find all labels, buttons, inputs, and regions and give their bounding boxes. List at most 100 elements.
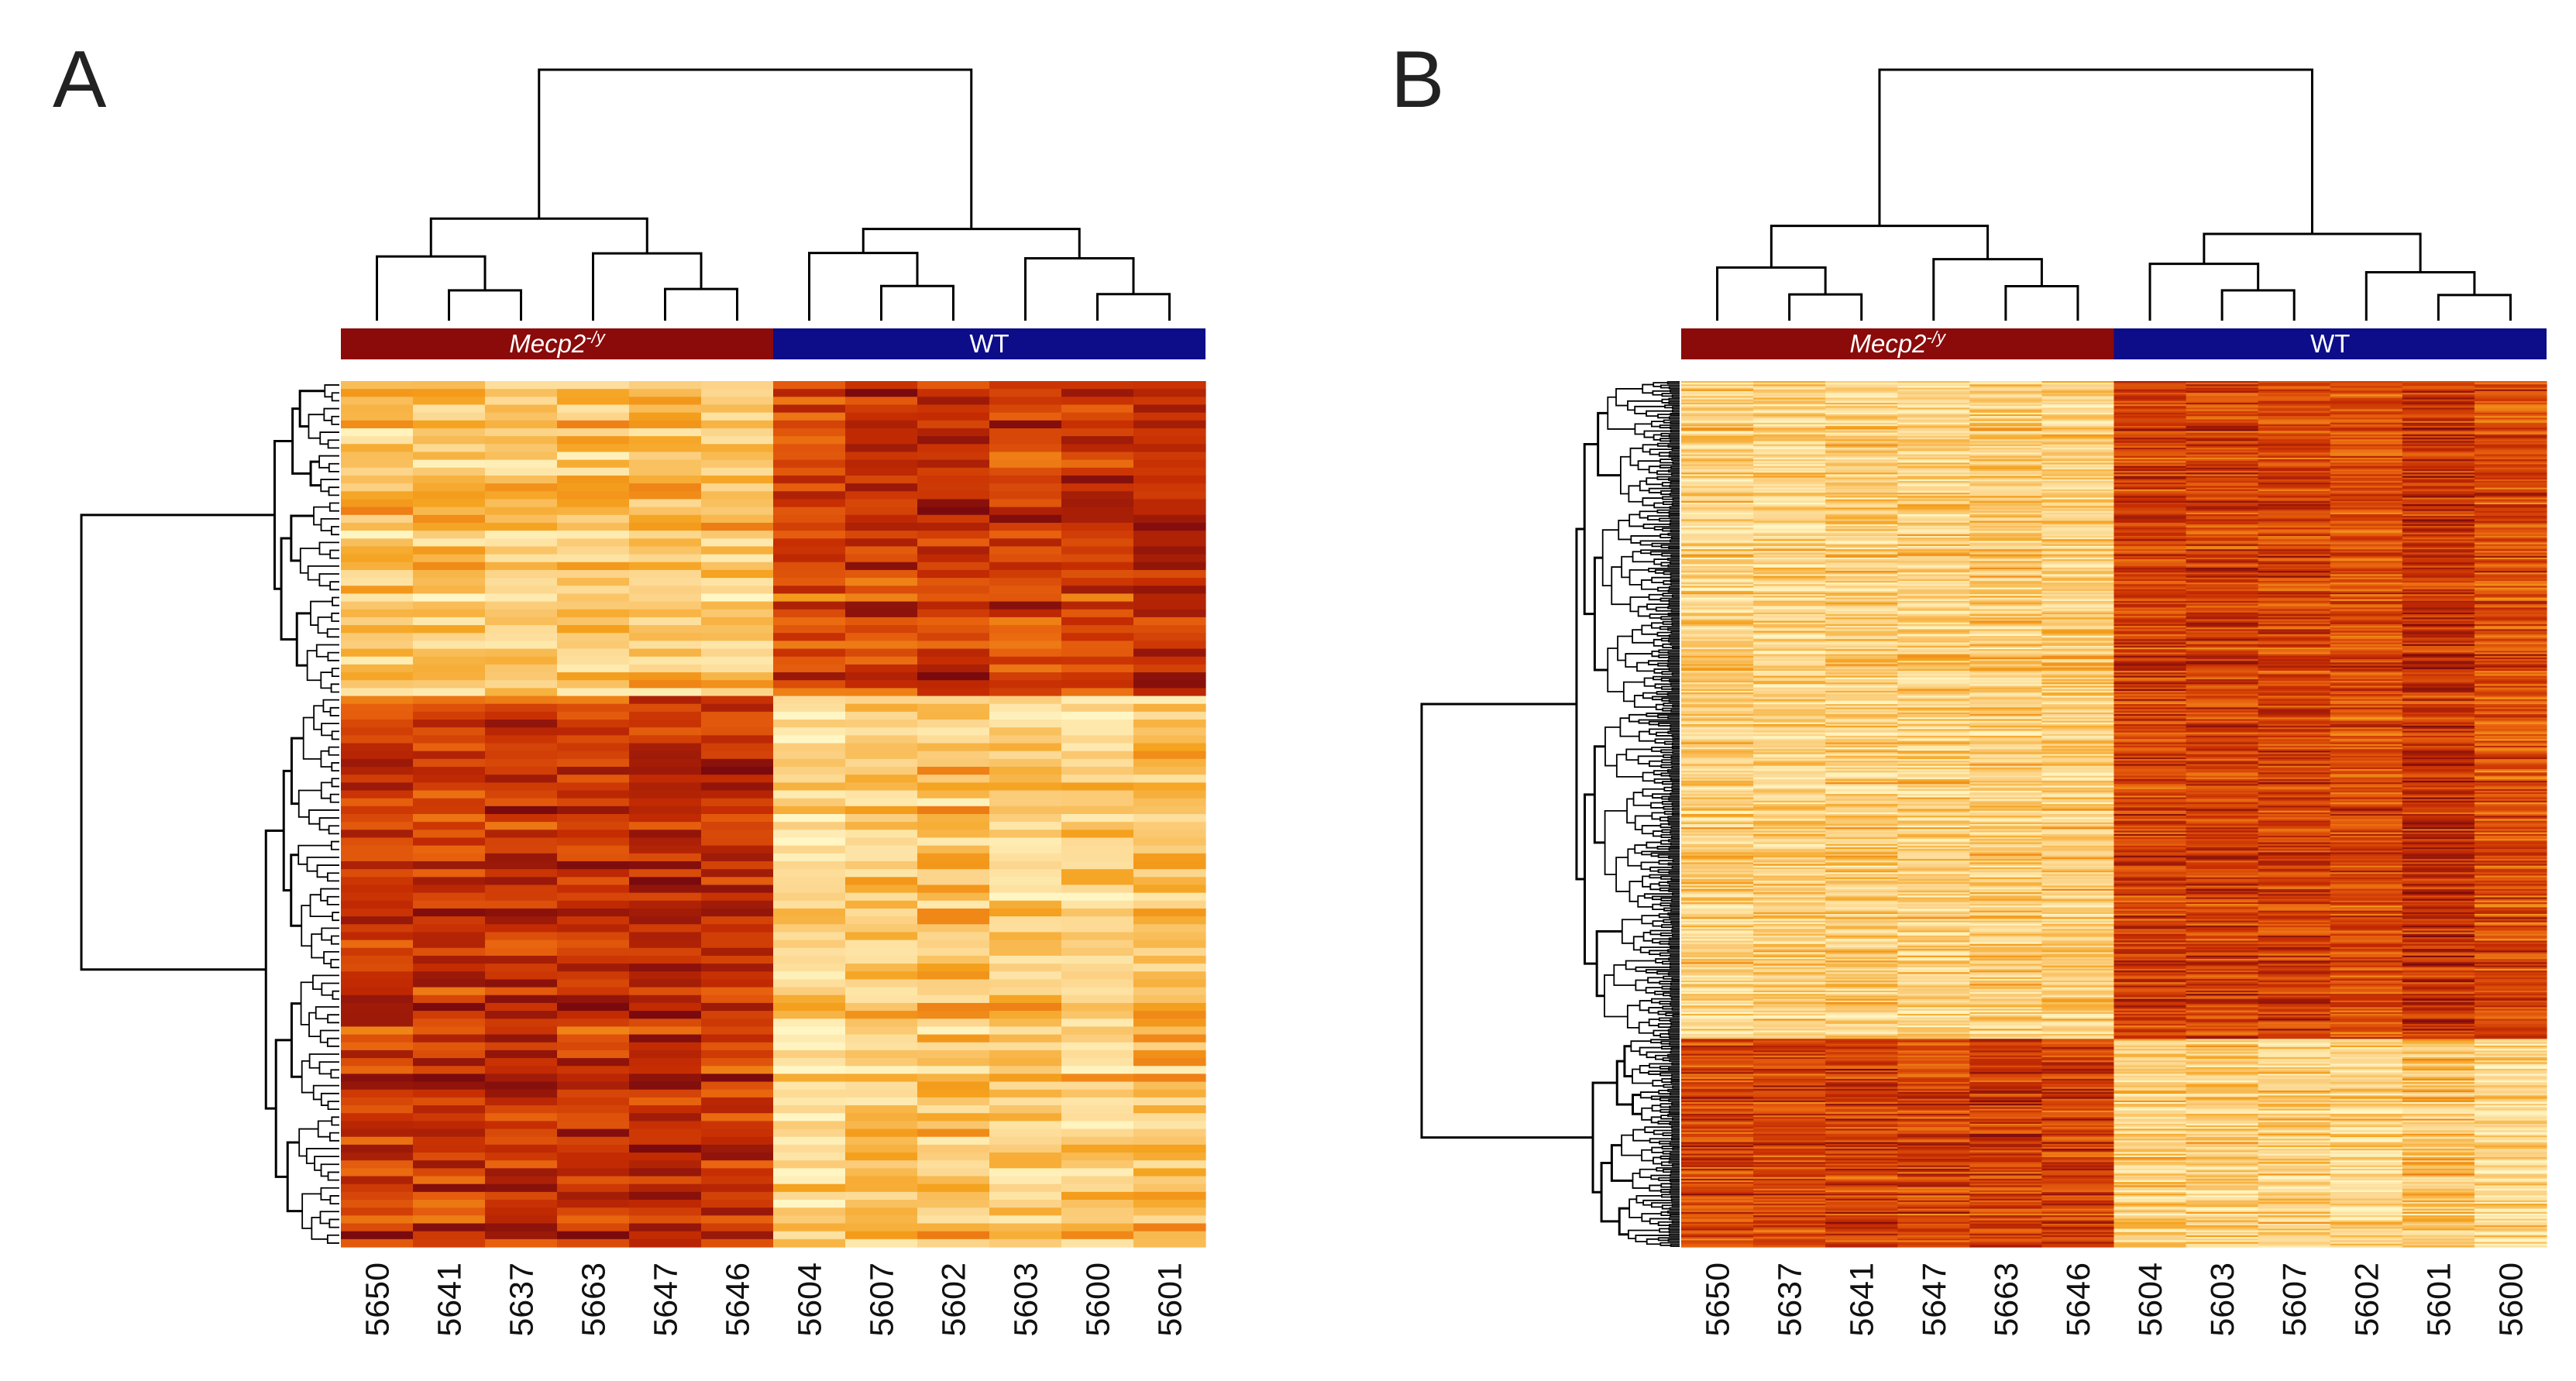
heatmap-cell xyxy=(845,1168,918,1177)
heatmap-cell xyxy=(2113,714,2187,716)
panel-a-row-dendrogram xyxy=(80,384,339,1244)
heatmap-cell xyxy=(2474,690,2547,693)
heatmap-cell xyxy=(557,955,630,964)
heatmap-cell xyxy=(341,601,414,610)
heatmap-cell xyxy=(989,735,1062,744)
heatmap-cell xyxy=(2258,634,2331,637)
heatmap-cell xyxy=(2113,709,2187,712)
dendrogram-branch xyxy=(1604,974,1628,1018)
dendrogram-branch xyxy=(1670,792,1680,796)
heatmap-cell xyxy=(989,1223,1062,1232)
heatmap-cell xyxy=(1969,645,2043,648)
heatmap-cell xyxy=(2041,529,2115,532)
heatmap-cell xyxy=(701,1097,774,1106)
dendrogram-branch xyxy=(1628,1198,1642,1218)
heatmap-cell xyxy=(845,444,918,453)
heatmap-cell xyxy=(2113,381,2187,383)
heatmap-cell xyxy=(845,892,918,902)
heatmap-cell xyxy=(2402,723,2475,727)
heatmap-cell xyxy=(2258,483,2331,485)
heatmap-cell xyxy=(1681,649,1754,651)
heatmap-cell xyxy=(341,625,414,634)
heatmap-cell xyxy=(1753,662,1826,665)
heatmap-cell xyxy=(1897,428,1970,430)
heatmap-cell xyxy=(773,436,846,445)
heatmap-cell xyxy=(701,861,774,870)
heatmap-cell xyxy=(1969,629,2043,632)
heatmap-cell xyxy=(1897,406,1970,408)
dendrogram-branch xyxy=(1611,566,1631,606)
heatmap-cell xyxy=(341,940,414,949)
heatmap-cell xyxy=(485,680,558,689)
dendrogram-branch xyxy=(376,255,487,321)
heatmap-cell xyxy=(2258,514,2331,517)
heatmap-cell xyxy=(2474,740,2547,744)
heatmap-cell xyxy=(773,885,846,894)
heatmap-cell xyxy=(2402,733,2475,737)
heatmap-cell xyxy=(341,1136,414,1146)
dendrogram-branch xyxy=(1593,745,1605,844)
heatmap-cell xyxy=(845,940,918,949)
heatmap-cell xyxy=(1897,541,1970,544)
heatmap-cell xyxy=(2113,730,2187,733)
heatmap-cell xyxy=(2258,671,2331,673)
heatmap-cell xyxy=(2258,639,2331,641)
heatmap-cell xyxy=(701,1191,774,1201)
heatmap-cell xyxy=(629,1176,702,1185)
heatmap-cell xyxy=(2330,771,2403,773)
heatmap-cell xyxy=(989,971,1062,981)
heatmap-cell xyxy=(2258,538,2331,540)
heatmap-cell xyxy=(1061,1144,1134,1153)
heatmap-cell xyxy=(341,389,414,397)
heatmap-cell xyxy=(1681,390,1754,393)
heatmap-cell xyxy=(2113,532,2187,535)
heatmap-cell xyxy=(2330,732,2403,735)
heatmap-cell xyxy=(2041,757,2115,760)
heatmap-cell xyxy=(701,467,774,476)
dendrogram-branch xyxy=(1663,810,1680,815)
heatmap-cell xyxy=(1969,696,2043,699)
heatmap-cell xyxy=(2474,692,2547,695)
heatmap-cell xyxy=(2041,449,2115,452)
dendrogram-branch xyxy=(1661,985,1680,990)
heatmap-cell xyxy=(1133,404,1206,414)
heatmap-cell xyxy=(1753,481,1826,483)
heatmap-cell xyxy=(1825,587,1898,590)
heatmap-cell xyxy=(2474,707,2547,710)
heatmap-cell xyxy=(1825,489,1898,492)
heatmap-cell xyxy=(2330,612,2403,615)
heatmap-cell xyxy=(2330,539,2403,541)
heatmap-cell xyxy=(845,1136,918,1146)
heatmap-cell xyxy=(1969,429,2043,432)
heatmap-cell xyxy=(2474,775,2547,778)
heatmap-cell xyxy=(2041,579,2115,582)
heatmap-cell xyxy=(629,467,702,476)
heatmap-cell xyxy=(2330,534,2403,537)
dendrogram-branch xyxy=(1671,594,1680,598)
heatmap-cell xyxy=(1681,421,1754,424)
heatmap-cell xyxy=(2330,574,2403,577)
heatmap-cell xyxy=(2330,616,2403,618)
heatmap-cell xyxy=(2330,692,2403,695)
heatmap-cell xyxy=(2186,712,2259,715)
heatmap-cell xyxy=(1681,455,1754,459)
heatmap-cell xyxy=(629,1160,702,1169)
heatmap-cell xyxy=(989,381,1062,390)
dendrogram-branch xyxy=(1600,1162,1620,1223)
heatmap-cell xyxy=(2041,781,2115,783)
dendrogram-branch xyxy=(1667,469,1680,473)
heatmap-cell xyxy=(1969,524,2043,527)
heatmap-cell xyxy=(2186,593,2259,595)
heatmap-cell xyxy=(989,491,1062,500)
heatmap-cell xyxy=(1753,785,1826,788)
dendrogram-branch xyxy=(1649,728,1670,735)
heatmap-cell xyxy=(2258,421,2331,424)
heatmap-cell xyxy=(2113,562,2187,565)
heatmap-cell xyxy=(1681,678,1754,682)
heatmap-cell xyxy=(701,782,774,792)
dendrogram-branch xyxy=(1668,477,1680,481)
heatmap-cell xyxy=(2474,414,2547,417)
heatmap-cell xyxy=(485,1215,558,1225)
dendrogram-branch xyxy=(1672,737,1680,741)
heatmap-cell xyxy=(485,389,558,397)
